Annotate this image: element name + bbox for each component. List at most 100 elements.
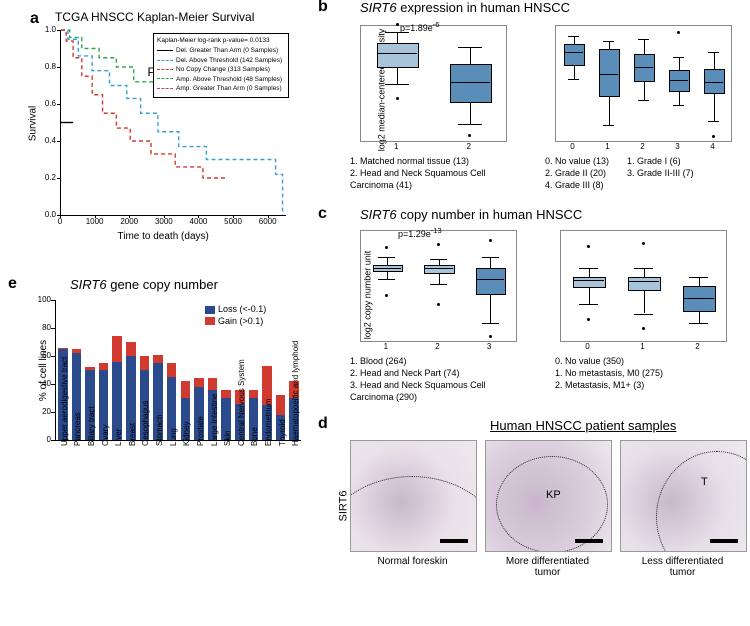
box-median [669, 80, 688, 81]
panel-c-left-pvalue: p=1.29e-13 [398, 226, 442, 239]
km-xtick-mark [233, 215, 234, 218]
histology-annot: T [701, 476, 708, 488]
bar-ytick: 80 [35, 323, 51, 332]
caption-line: 0. No value (350) [555, 355, 745, 367]
box-xtick: 2 [692, 342, 704, 351]
box-whisker [589, 268, 590, 277]
km-ytick-mark [57, 104, 60, 105]
box-whisker [644, 80, 645, 100]
box-outlier [437, 303, 440, 306]
box-xtick: 3 [483, 342, 495, 351]
bar-gain [208, 378, 218, 389]
box-outlier [677, 31, 680, 34]
caption-line: 1. No metastasis, M0 (275) [555, 367, 745, 379]
bar-gain [99, 363, 109, 370]
bar-gain [126, 342, 136, 356]
box-whisker [644, 289, 645, 313]
box-rect [564, 44, 585, 66]
panel-e-legend: Loss (<-0.1)Gain (>0.1) [205, 304, 266, 327]
panel-c-right-plot [560, 230, 727, 342]
box-whisker [644, 268, 645, 277]
dotted-region [496, 456, 608, 552]
km-legend-line [157, 88, 173, 89]
km-xtick-mark [60, 215, 61, 218]
box-rect [628, 277, 660, 291]
box-whisker [490, 257, 491, 268]
histology-annot: KP [546, 489, 561, 501]
bar-ytick-mark [51, 412, 55, 413]
km-ytick-mark [57, 178, 60, 179]
box-cap [638, 100, 650, 101]
bar-gain [167, 363, 177, 377]
box-whisker [679, 57, 680, 70]
scalebar [710, 539, 738, 543]
caption-line: 2. Grade II (20) [545, 167, 609, 179]
panel-e-letter: e [8, 275, 17, 293]
km-legend-label: Del. Above Threshold (142 Samples) [176, 57, 282, 64]
histology-image: KP [485, 440, 612, 552]
box-cap [482, 323, 499, 324]
panel-d-title: Human HNSCC patient samples [490, 418, 676, 433]
km-ytick-mark [57, 67, 60, 68]
box-cap [673, 57, 685, 58]
legend-label: Loss (<-0.1) [218, 304, 266, 314]
box-outlier [396, 97, 399, 100]
caption-line: 2. Head and Neck Part (74) [350, 367, 535, 379]
box-cap [482, 257, 499, 258]
scalebar [440, 539, 468, 543]
panel-e-ylabel: % of cell lines [38, 340, 49, 401]
caption-line: 1. Blood (264) [350, 355, 535, 367]
panel-c-right-caption: 0. No value (350)1. No metastasis, M0 (2… [555, 355, 745, 391]
km-ytick: 0.4 [38, 136, 56, 145]
box-median [634, 67, 653, 68]
box-rect [424, 265, 454, 274]
box-cap [689, 323, 707, 324]
box-outlier [587, 318, 590, 321]
box-xtick: 4 [707, 142, 719, 151]
box-cap [430, 259, 447, 260]
km-ytick: 0.2 [38, 173, 56, 182]
box-xtick: 1 [390, 142, 402, 151]
km-xtick: 4000 [186, 217, 210, 226]
box-xtick: 1 [637, 342, 649, 351]
caption-line: Carcinoma (290) [350, 391, 535, 403]
box-median [599, 74, 618, 75]
box-whisker [699, 277, 700, 286]
bar-ytick-mark [51, 356, 55, 357]
panel-b-right-plot [555, 25, 732, 142]
box-rect [573, 277, 605, 288]
box-outlier [489, 335, 492, 338]
box-whisker [470, 101, 471, 124]
bar-ytick-mark [51, 440, 55, 441]
box-outlier [437, 243, 440, 246]
box-median [377, 53, 417, 54]
box-median [683, 298, 713, 299]
box-cap [603, 41, 615, 42]
panel-d-letter: d [318, 415, 328, 433]
box-outlier [468, 134, 471, 137]
box-whisker [397, 66, 398, 83]
panel-c-left-caption: 1. Blood (264)2. Head and Neck Part (74)… [350, 355, 535, 404]
km-legend-line [157, 50, 173, 51]
bar-gain [194, 378, 204, 386]
km-xlabel: Time to death (days) [118, 231, 209, 242]
box-rect [476, 268, 506, 296]
box-whisker [470, 47, 471, 64]
box-xtick: 2 [463, 142, 475, 151]
box-whisker [714, 92, 715, 122]
km-ytick: 1.0 [38, 25, 56, 34]
box-outlier [385, 246, 388, 249]
bar-gain [153, 355, 163, 363]
box-xtick: 1 [602, 142, 614, 151]
km-xtick: 3000 [152, 217, 176, 226]
box-cap [638, 39, 650, 40]
km-ytick-mark [57, 141, 60, 142]
box-cap [385, 84, 409, 85]
km-legend-line [157, 78, 173, 79]
box-cap [579, 304, 597, 305]
km-legend-item: Del. Greater Than Arm (0 Samples) [157, 46, 285, 55]
box-outlier [587, 245, 590, 248]
bar-gain [140, 356, 150, 370]
bar-ytick-mark [51, 300, 55, 301]
bar-gain [72, 349, 82, 353]
